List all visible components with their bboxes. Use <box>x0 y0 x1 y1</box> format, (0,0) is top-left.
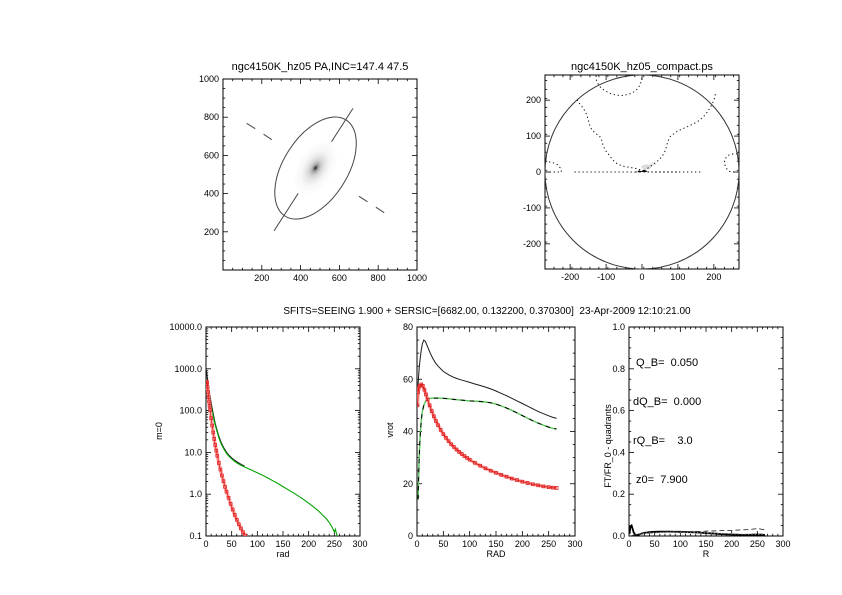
tick-label: 200 <box>515 539 530 549</box>
tick-label: 200 <box>724 539 739 549</box>
tick-label: 200 <box>706 272 721 282</box>
tick-label: 100 <box>670 272 685 282</box>
tick-label: 0.4 <box>612 447 625 457</box>
tick-label: -100 <box>523 203 541 213</box>
tick-label: 200 <box>301 539 316 549</box>
tick-label: 1000 <box>407 273 427 283</box>
galaxy-image-plot: 200 400 600 800 1000 200 400 600 800 1000 <box>199 74 427 283</box>
tick-label: 0 <box>626 539 631 549</box>
tick-label: 0 <box>203 539 208 549</box>
tick-label: 10000.0 <box>169 322 202 332</box>
vrot-yaxis-label: vrot <box>385 422 395 438</box>
tick-label: 1000 <box>199 74 219 84</box>
tick-label: 0 <box>639 272 644 282</box>
tick-label: 0.1 <box>189 531 202 541</box>
vrot-xaxis-label: RAD <box>486 549 506 559</box>
tick-label: 1.0 <box>612 322 625 332</box>
fit-parameters-block: Q_B= 0.050 dQ_B= 0.000 rQ_B= 3.0 z0= 7.9… <box>633 331 701 513</box>
tick-label: 100 <box>526 131 541 141</box>
tick-label: 100 <box>250 539 265 549</box>
tick-label: -100 <box>597 272 615 282</box>
annotation-dqb: dQ_B= 0.000 <box>633 396 702 408</box>
m0-xaxis-label: rad <box>276 549 290 559</box>
tick-label: 800 <box>371 273 386 283</box>
annotation-qb: Q_B= 0.050 <box>633 357 699 369</box>
tick-label: 0 <box>408 531 413 541</box>
annotation-z0: z0= 7.900 <box>633 474 688 486</box>
quadrants-xaxis-label: R <box>702 549 710 559</box>
tick-label: 50 <box>438 539 448 549</box>
tick-label: 400 <box>204 189 219 199</box>
tick-label: 60 <box>403 374 413 384</box>
tick-label: 400 <box>293 273 308 283</box>
tick-label: 50 <box>650 539 660 549</box>
tick-label: 200 <box>204 227 219 237</box>
tick-label: 80 <box>403 322 413 332</box>
quadrants-yaxis-label: FT/FR_0 - quadrants <box>603 404 613 488</box>
main-title: SFITS=SEEING 1.900 + SERSIC=[6682.00, 0.… <box>283 306 691 317</box>
tick-label: 250 <box>750 539 765 549</box>
tick-label: 150 <box>488 539 503 549</box>
tick-label: 40 <box>403 427 413 437</box>
tick-label: 0.0 <box>612 531 625 541</box>
tick-label: 0 <box>414 539 419 549</box>
tick-label: 100 <box>462 539 477 549</box>
m0-profile-plot: 0 50 100 150 200 250 300 0.1 1.0 10.0 100.0 1000.0 1… <box>169 322 367 549</box>
quadrants-plot: 0 50 100 150 200 250 300 0.0 0.2 0.4 0.6 0.8 1.0 <box>612 322 790 549</box>
tick-label: 600 <box>204 150 219 160</box>
tick-label: 100.0 <box>179 406 202 416</box>
tick-label: 10.0 <box>184 447 202 457</box>
compact-contours-title: ngc4150K_hz05_compact.ps <box>571 61 713 73</box>
m0-yaxis-label: m=0 <box>154 422 164 440</box>
rotation-curve-plot: 0 50 100 150 200 250 300 0 20 40 60 80 <box>403 322 583 549</box>
tick-label: 1000.0 <box>174 364 202 374</box>
tick-label: 0 <box>536 167 541 177</box>
tick-label: 1.0 <box>189 489 202 499</box>
tick-label: 0.2 <box>612 489 625 499</box>
tick-label: 0.8 <box>612 364 625 374</box>
tick-label: 200 <box>526 95 541 105</box>
tick-label: 300 <box>775 539 790 549</box>
tick-label: -200 <box>561 272 579 282</box>
tick-label: 800 <box>204 112 219 122</box>
tick-label: 250 <box>327 539 342 549</box>
tick-label: 300 <box>352 539 367 549</box>
tick-label: 200 <box>254 273 269 283</box>
compact-contours-plot: -200 -100 0 100 200 -200 -100 0 100 200 <box>523 74 740 282</box>
tick-label: 300 <box>567 539 582 549</box>
annotation-rqb: rQ_B= 3.0 <box>633 435 693 447</box>
tick-label: 20 <box>403 479 413 489</box>
tick-label: 50 <box>227 539 237 549</box>
tick-label: 600 <box>332 273 347 283</box>
tick-label: 250 <box>541 539 556 549</box>
galaxy-image-title: ngc4150K_hz05 PA,INC=147.4 47.5 <box>231 61 409 73</box>
tick-label: -200 <box>523 239 541 249</box>
tick-label: 150 <box>275 539 290 549</box>
tick-label: 150 <box>698 539 713 549</box>
tick-label: 0.6 <box>612 406 625 416</box>
tick-label: 100 <box>673 539 688 549</box>
